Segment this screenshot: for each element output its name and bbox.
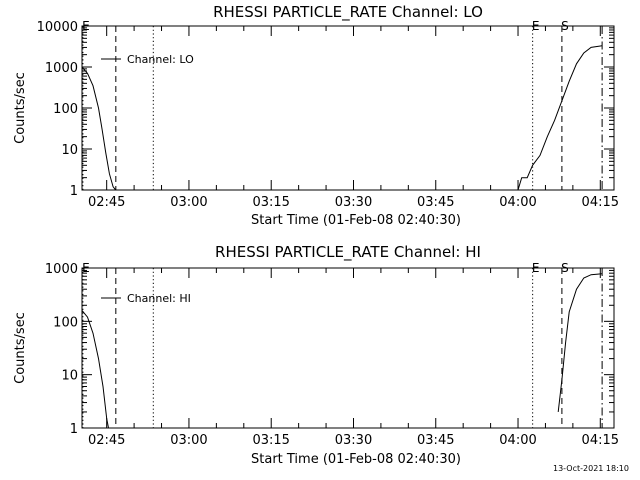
y-tick-label: 100 xyxy=(53,315,78,330)
x-axis-label: Start Time (01-Feb-08 02:40:30) xyxy=(251,213,461,228)
x-tick-label: 03:30 xyxy=(335,433,372,448)
legend-entry: Channel: HI xyxy=(127,292,191,305)
y-axis-label: Counts/sec xyxy=(13,72,28,144)
series-line xyxy=(81,310,109,429)
y-tick-label: 1000 xyxy=(45,61,78,76)
x-tick-label: 04:15 xyxy=(582,195,619,210)
y-tick-label: 100 xyxy=(53,102,78,117)
x-tick-label: 02:45 xyxy=(88,195,125,210)
event-marker-label: S xyxy=(561,19,569,33)
plot-frame xyxy=(81,267,615,429)
x-tick-label: 03:00 xyxy=(170,433,207,448)
x-axis-label: Start Time (01-Feb-08 02:40:30) xyxy=(251,452,461,467)
event-marker-label: E xyxy=(532,19,540,33)
series-line xyxy=(517,45,603,191)
legend-entry: Channel: LO xyxy=(127,53,194,66)
y-tick-label: 10 xyxy=(61,369,78,384)
y-tick-label: 1000 xyxy=(45,262,78,277)
x-tick-label: 03:45 xyxy=(417,433,454,448)
x-tick-label: 04:00 xyxy=(499,433,536,448)
series-line xyxy=(557,273,603,412)
y-axis-label: Counts/sec xyxy=(13,312,28,384)
plot-timestamp: 13-Oct-2021 18:10 xyxy=(553,464,629,473)
event-marker-label: S xyxy=(561,261,569,275)
y-tick-label: 10 xyxy=(61,143,78,158)
x-tick-label: 04:00 xyxy=(499,195,536,210)
x-tick-label: 03:15 xyxy=(252,433,289,448)
y-tick-label: 1 xyxy=(70,184,78,199)
event-marker-label: E xyxy=(532,261,540,275)
x-tick-label: 02:45 xyxy=(88,433,125,448)
event-marker-label: E xyxy=(82,19,90,33)
x-tick-label: 03:00 xyxy=(170,195,207,210)
plot-frame xyxy=(81,25,615,191)
series-line xyxy=(81,66,117,191)
y-tick-label: 1 xyxy=(70,422,78,437)
x-tick-label: 04:15 xyxy=(582,433,619,448)
y-tick-label: 10000 xyxy=(37,20,78,35)
x-tick-label: 03:45 xyxy=(417,195,454,210)
x-tick-label: 03:15 xyxy=(252,195,289,210)
chart-title: RHESSI PARTICLE_RATE Channel: LO xyxy=(213,3,483,22)
event-marker-label: E xyxy=(82,261,90,275)
chart-title: RHESSI PARTICLE_RATE Channel: HI xyxy=(215,243,481,262)
x-tick-label: 03:30 xyxy=(335,195,372,210)
